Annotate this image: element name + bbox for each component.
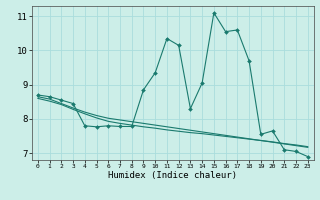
X-axis label: Humidex (Indice chaleur): Humidex (Indice chaleur) — [108, 171, 237, 180]
